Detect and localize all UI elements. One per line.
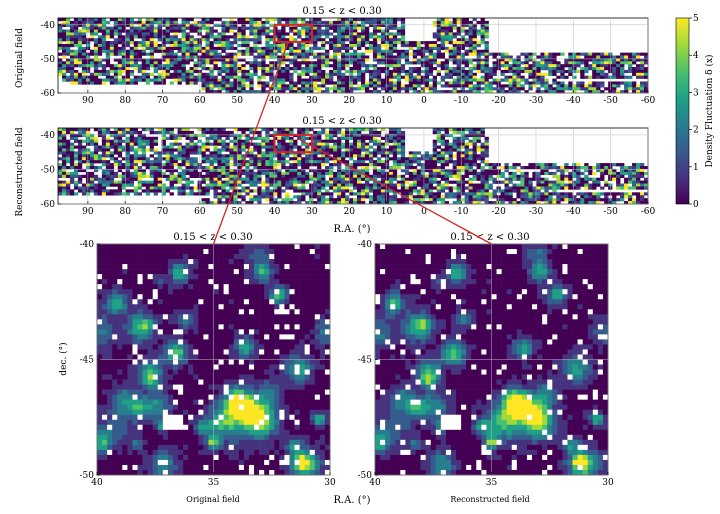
top-reconstructed-map: [58, 128, 648, 204]
x-tick-label: 10: [381, 207, 393, 217]
y-tick-label: -40: [41, 21, 56, 31]
colorbar-tick-label: 3: [693, 88, 699, 98]
x-tick-label: 35: [486, 478, 498, 488]
colorbar-tick-label: 5: [693, 14, 699, 24]
y-tick-label: -50: [358, 471, 373, 481]
x-tick-label: -30: [529, 96, 544, 106]
x-tick-label: 80: [119, 96, 131, 106]
zoom-original-panel: 0.15 < z < 0.30 dec. (°) 40 35 30 -40-45-5…: [58, 232, 336, 504]
top-original-title: 0.15 < z < 0.30: [302, 6, 381, 17]
x-tick-label: 50: [232, 96, 244, 106]
top-reconstructed-panel: 0.15 < z < 0.30 Reconstructed field 90 80…: [15, 116, 656, 235]
x-tick-label: 35: [208, 478, 220, 488]
x-tick-label: 20: [344, 207, 356, 217]
x-tick-label: 50: [232, 207, 244, 217]
x-tick-label: 60: [194, 96, 206, 106]
colorbar: 0 1 2 3 4 5 Density Fluctuation δ (x): [676, 14, 715, 210]
x-tick-label: -60: [641, 207, 656, 217]
colorbar-tick-label: 0: [693, 200, 699, 210]
x-tick-label: -30: [529, 207, 544, 217]
y-tick-label: -50: [41, 165, 56, 175]
x-tick-label: 60: [194, 207, 206, 217]
colorbar-tick-label: 4: [693, 51, 699, 61]
zoom-original-ylabel: dec. (°): [58, 342, 69, 375]
shared-x-axis-label: R.A. (°): [333, 495, 370, 506]
colorbar-label: Density Fluctuation δ (x): [704, 54, 715, 167]
y-tick-label: -50: [80, 471, 95, 481]
top-original-side-label: Original field: [15, 28, 25, 88]
x-tick-label: 80: [119, 207, 131, 217]
top-reconstructed-title: 0.15 < z < 0.30: [302, 116, 381, 127]
x-tick-label: 30: [306, 96, 318, 106]
x-tick-label: 70: [157, 96, 169, 106]
zoom-reconstructed-panel: 0.15 < z < 0.30 40 35 30 -40-45-50 Reconst…: [358, 232, 614, 504]
x-tick-label: 10: [381, 96, 393, 106]
x-tick-label: 20: [344, 96, 356, 106]
x-tick-label: -40: [566, 207, 581, 217]
top-original-map: [58, 18, 648, 93]
colorbar-tick-label: 1: [693, 163, 699, 173]
x-tick-label: 0: [421, 96, 427, 106]
zoom-reconstructed-title: 0.15 < z < 0.30: [450, 232, 529, 243]
x-tick-label: -20: [491, 96, 506, 106]
x-tick-label: 30: [602, 478, 614, 488]
x-tick-label: 70: [157, 207, 169, 217]
x-tick-label: 90: [82, 207, 94, 217]
x-tick-label: -10: [454, 96, 469, 106]
y-tick-label: -40: [80, 240, 95, 250]
y-tick-label: -60: [41, 200, 56, 210]
x-tick-label: -10: [454, 207, 469, 217]
y-tick-label: -50: [41, 55, 56, 65]
colorbar-bar: [676, 18, 689, 204]
x-tick-label: -50: [603, 96, 618, 106]
zoom-original-bottom-label: Original field: [186, 495, 239, 504]
x-tick-label: -60: [641, 96, 656, 106]
y-tick-label: -40: [358, 240, 373, 250]
x-tick-label: 40: [269, 207, 281, 217]
zoom-original-title: 0.15 < z < 0.30: [173, 232, 252, 243]
x-tick-label: -50: [603, 207, 618, 217]
colorbar-ticks: 0 1 2 3 4 5: [689, 14, 699, 210]
y-tick-label: -45: [358, 356, 373, 366]
top-reconstructed-side-label: Reconstructed field: [15, 127, 25, 217]
x-tick-label: -20: [491, 207, 506, 217]
colorbar-tick-label: 2: [693, 126, 699, 136]
x-tick-label: 90: [82, 96, 94, 106]
y-tick-label: -40: [41, 131, 56, 141]
x-tick-label: 30: [306, 207, 318, 217]
x-tick-label: 40: [269, 96, 281, 106]
y-tick-label: -45: [80, 356, 95, 366]
y-tick-label: -60: [41, 89, 56, 99]
x-tick-label: 30: [324, 478, 336, 488]
zoom-reconstructed-bottom-label: Reconstructed field: [450, 495, 529, 504]
top-reconstructed-xlabel: R.A. (°): [333, 224, 370, 235]
top-original-panel: 0.15 < z < 0.30 Original field 90 80 70 60 5…: [15, 6, 656, 106]
x-tick-label: -40: [566, 96, 581, 106]
